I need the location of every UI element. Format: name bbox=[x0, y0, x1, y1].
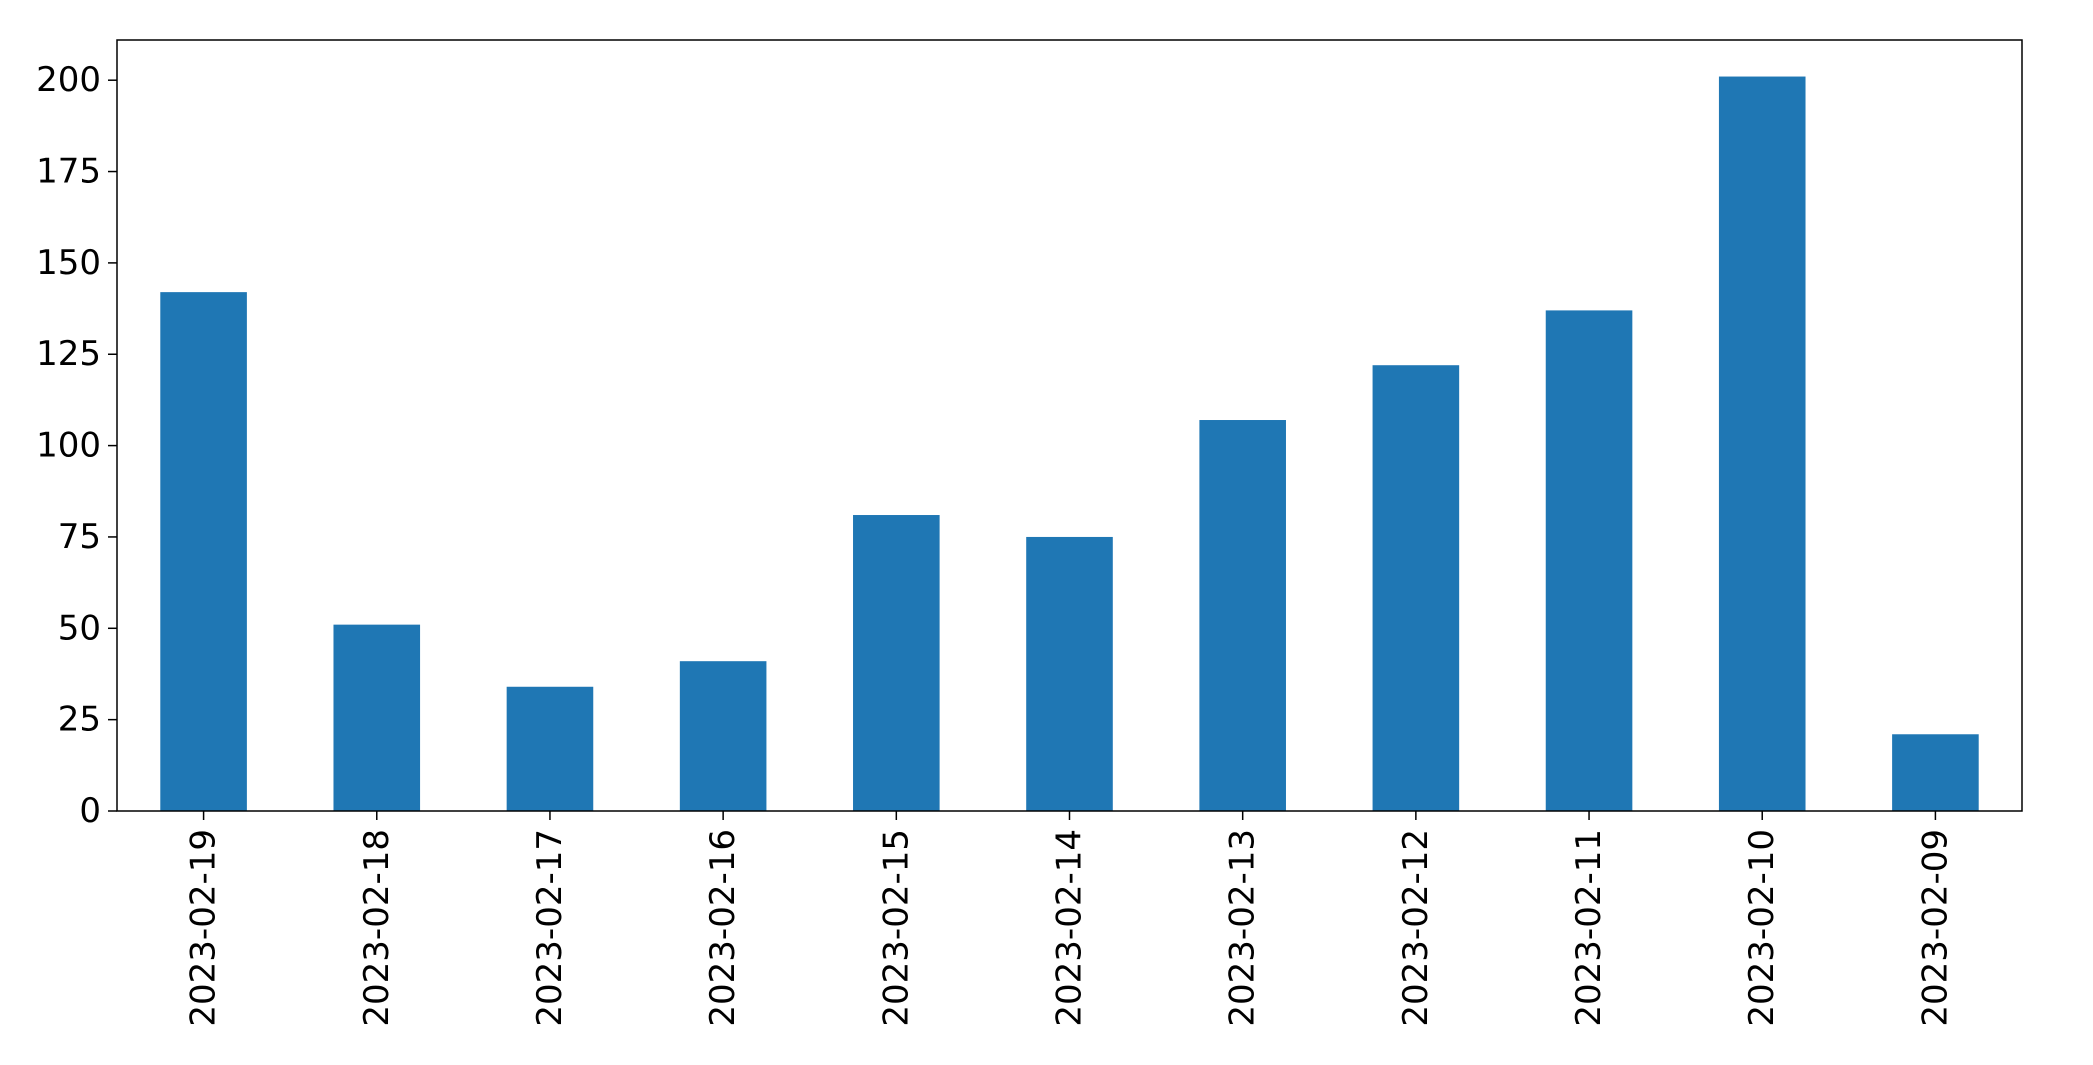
y-tick-label: 100 bbox=[36, 426, 101, 466]
x-tick-label: 2023-02-11 bbox=[1569, 829, 1609, 1027]
x-tick-label: 2023-02-17 bbox=[530, 829, 570, 1027]
x-tick-label: 2023-02-16 bbox=[703, 829, 743, 1027]
bar-2023-02-13 bbox=[1199, 420, 1286, 811]
x-tick-label: 2023-02-14 bbox=[1050, 829, 1090, 1027]
y-tick-label: 175 bbox=[36, 152, 101, 192]
y-tick-label: 200 bbox=[36, 60, 101, 100]
bar-2023-02-15 bbox=[853, 515, 940, 811]
x-tick-label: 2023-02-18 bbox=[357, 829, 397, 1027]
bars-group bbox=[160, 76, 1979, 812]
x-tick-label: 2023-02-19 bbox=[184, 829, 224, 1027]
y-tick-label: 0 bbox=[79, 791, 101, 831]
x-tick-label: 2023-02-13 bbox=[1223, 829, 1263, 1027]
x-tick-label: 2023-02-15 bbox=[876, 829, 916, 1027]
bar-2023-02-09 bbox=[1892, 734, 1979, 811]
bar-2023-02-17 bbox=[506, 686, 594, 811]
x-tick-label: 2023-02-09 bbox=[1915, 829, 1955, 1027]
bar-2023-02-10 bbox=[1718, 76, 1806, 811]
y-axis: 0 25 50 75 100 125 150 175 200 bbox=[36, 60, 117, 831]
y-tick-label: 75 bbox=[58, 517, 101, 557]
plot-frame bbox=[116, 39, 2023, 812]
bar-2023-02-14 bbox=[1026, 536, 1113, 811]
x-tick-label: 2023-02-10 bbox=[1742, 829, 1782, 1027]
x-axis: 2023-02-19 2023-02-18 2023-02-17 2023-02-16… bbox=[184, 811, 1955, 1027]
x-tick-label: 2023-02-12 bbox=[1396, 829, 1436, 1027]
bar-2023-02-18 bbox=[333, 624, 421, 811]
y-tick-label: 25 bbox=[58, 700, 101, 740]
y-tick-label: 50 bbox=[58, 608, 101, 648]
bar-2023-02-11 bbox=[1545, 310, 1633, 811]
y-tick-label: 150 bbox=[36, 243, 101, 283]
y-tick-label: 125 bbox=[36, 334, 101, 374]
bar-2023-02-19 bbox=[160, 292, 247, 812]
bar-2023-02-16 bbox=[679, 661, 767, 811]
bar-2023-02-12 bbox=[1372, 365, 1460, 811]
